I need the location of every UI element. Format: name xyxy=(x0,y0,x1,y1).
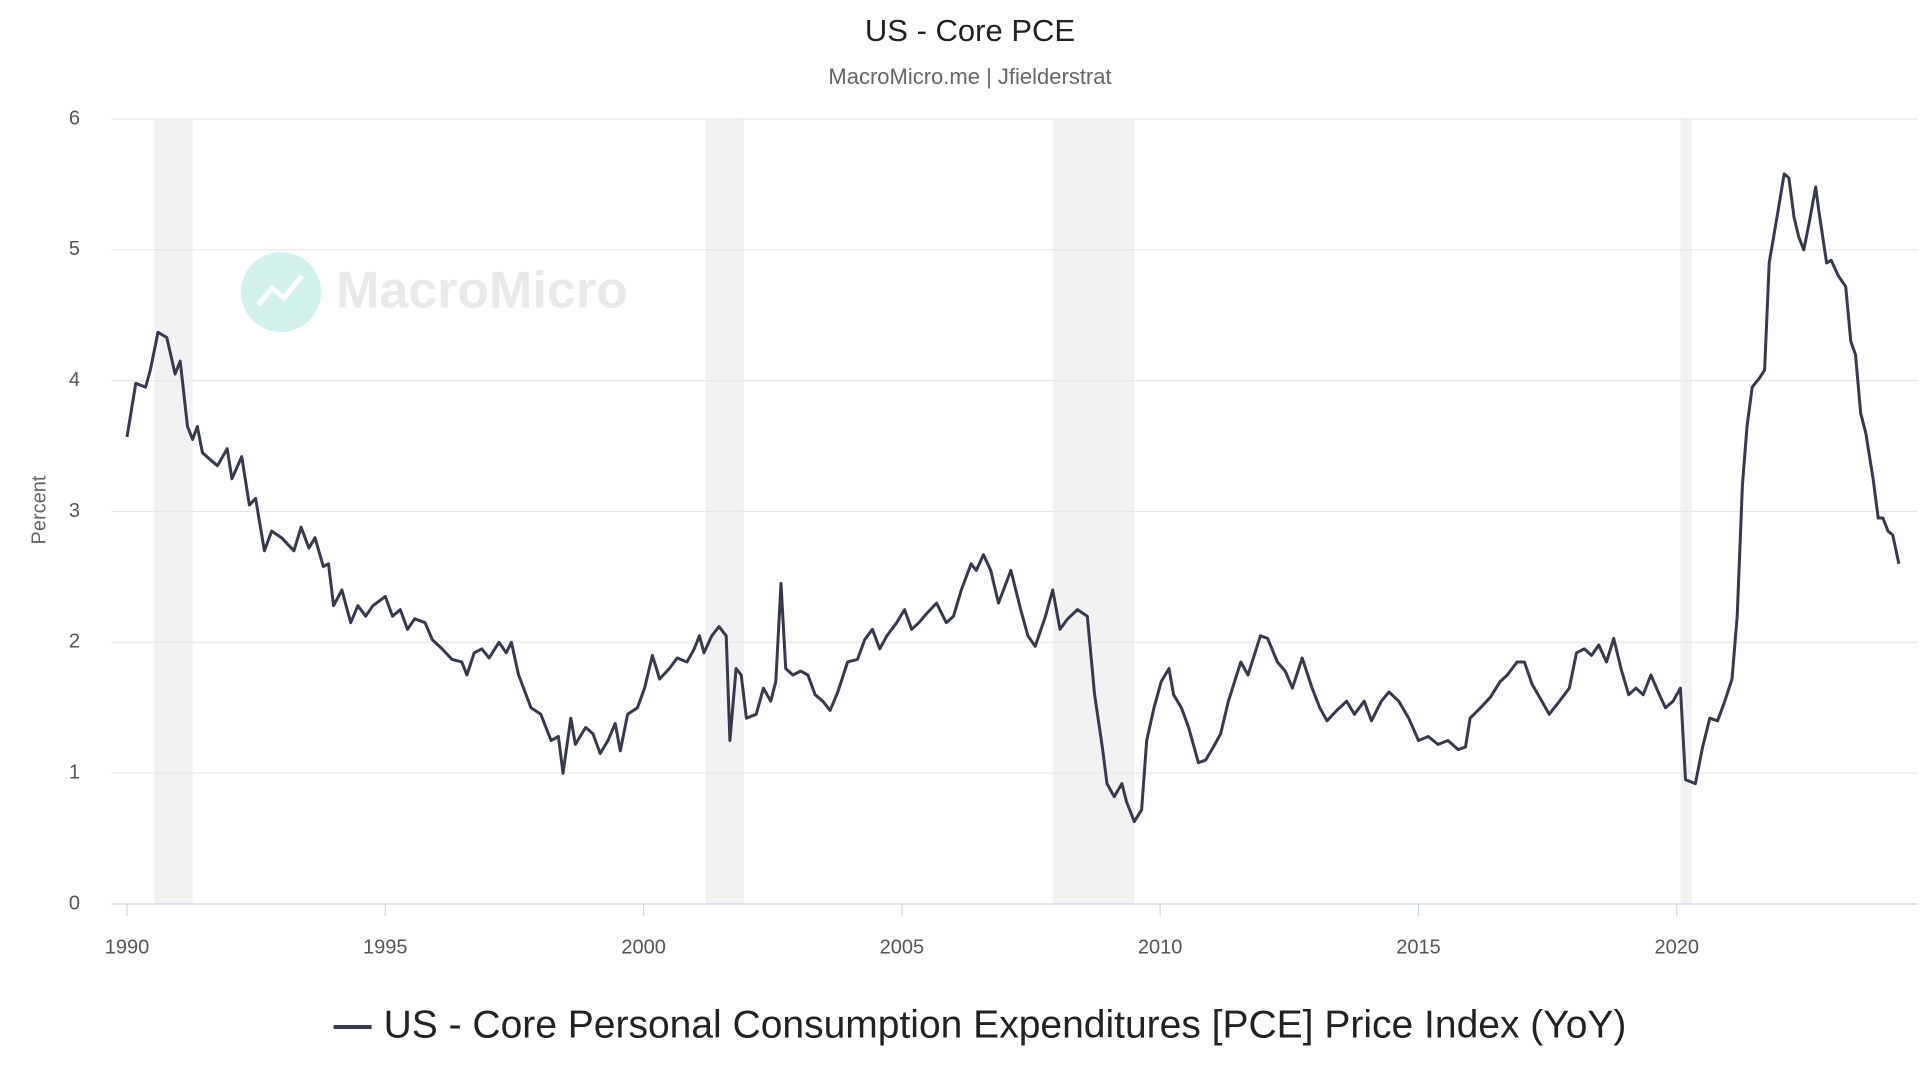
chart-subtitle: MacroMicro.me | Jfielderstrat xyxy=(828,64,1111,89)
legend: US - Core Personal Consumption Expenditu… xyxy=(333,1003,1627,1046)
chart-title: US - Core PCE xyxy=(865,13,1075,48)
x-tick-label: 2015 xyxy=(1396,936,1441,958)
y-axis-label: Percent xyxy=(28,475,50,544)
watermark-logo-line xyxy=(256,274,304,307)
y-tick-label: 4 xyxy=(69,369,80,391)
x-tick-label: 2005 xyxy=(880,936,925,958)
watermark-text: MacroMicro xyxy=(336,262,628,320)
watermark: MacroMicro xyxy=(241,252,628,332)
x-tick-label: 2010 xyxy=(1138,936,1183,958)
y-tick-label: 3 xyxy=(69,500,80,522)
x-tick-label: 1990 xyxy=(105,936,150,958)
y-tick-label: 6 xyxy=(69,107,80,129)
legend-label: US - Core Personal Consumption Expenditu… xyxy=(384,1003,1627,1046)
y-tick-label: 0 xyxy=(69,892,80,914)
y-tick-label: 5 xyxy=(69,238,80,260)
y-tick-label: 1 xyxy=(69,761,80,783)
watermark-logo xyxy=(241,252,321,332)
y-tick-label: 2 xyxy=(69,631,80,653)
x-tick-label: 2020 xyxy=(1655,936,1700,958)
x-tick-label: 1995 xyxy=(363,936,408,958)
data-line xyxy=(125,172,1901,824)
x-tick-label: 2000 xyxy=(621,936,666,958)
